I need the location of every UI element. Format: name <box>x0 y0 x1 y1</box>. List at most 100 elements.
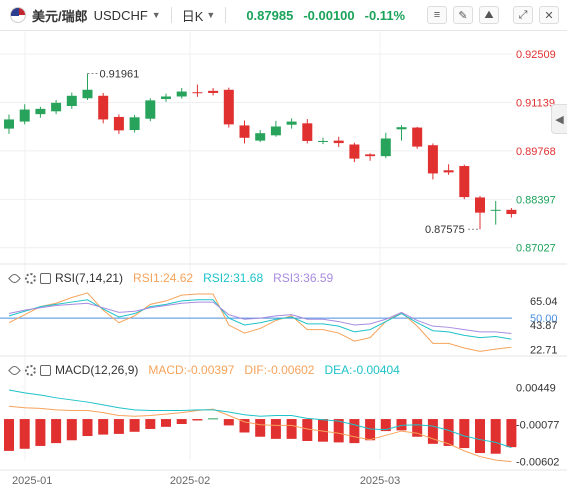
candle-body <box>286 121 297 125</box>
macd-bar <box>98 419 109 435</box>
settings-icon[interactable] <box>25 272 36 284</box>
macd-bar <box>35 419 46 446</box>
macd-bar <box>19 419 30 449</box>
toolbar: ≡ ✎ ⛰ ⤢ ✕ <box>427 6 559 24</box>
candle-body <box>161 96 171 99</box>
macd-tick-label: -0.00077 <box>516 419 559 431</box>
main-grid <box>0 30 512 460</box>
macd-bar <box>51 419 62 444</box>
last-price: 0.87985 <box>246 7 294 23</box>
macd-bar <box>208 418 219 420</box>
visibility-icon[interactable] <box>8 271 21 285</box>
crosshair-icon[interactable]: ⛰ <box>479 6 499 24</box>
price-change-pct: -0.11% <box>364 7 406 23</box>
indicator-settings-icon[interactable]: ≡ <box>427 6 447 24</box>
y-tick-label: 0.87027 <box>516 243 556 255</box>
macd-bar <box>443 419 454 446</box>
macd-bar <box>82 419 93 437</box>
rsi-tick-label: 22.71 <box>530 344 558 356</box>
candle-body <box>365 154 376 157</box>
chart-canvas[interactable]: 0.92509 0.91139 0.89768 0.88397 0.87027 0.91… <box>0 30 567 493</box>
low-annotation-label: 0.87575 <box>425 224 465 236</box>
candle-body <box>98 95 109 120</box>
x-tick-label: 2025-02 <box>170 475 210 487</box>
candle-body <box>66 95 77 107</box>
instrument-symbol[interactable]: USDCHF <box>93 7 148 23</box>
macd-bar <box>302 419 313 441</box>
candle-body <box>475 197 485 213</box>
candle-body <box>333 140 344 144</box>
rsi3-value: RSI3:36.59 <box>273 271 334 285</box>
annotations: 0.91961 0.87575 <box>87 69 480 236</box>
divider <box>170 7 172 23</box>
candle-body <box>35 108 46 115</box>
macd-bar <box>349 419 360 444</box>
macd-bar <box>333 419 344 443</box>
candle-body <box>255 133 266 141</box>
macd-bar <box>176 419 187 424</box>
candle-body <box>506 209 517 215</box>
macd-bar <box>192 419 203 421</box>
rsi-series-rsi2 <box>8 299 512 340</box>
high-annotation-label: 0.91961 <box>100 69 140 81</box>
macd-bar <box>506 419 517 448</box>
macd-value: MACD:-0.00397 <box>148 363 235 377</box>
rsi-tick-label: 50.00 <box>530 313 558 325</box>
main-y-axis: 0.92509 0.91139 0.89768 0.88397 0.87027 <box>516 49 556 255</box>
macd-bar <box>318 419 328 442</box>
macd-bar <box>161 419 171 427</box>
period-caret-icon[interactable]: ▼ <box>206 10 216 20</box>
visibility-icon[interactable] <box>8 363 21 377</box>
flag-icon <box>10 7 26 23</box>
macd-bar <box>255 419 266 437</box>
period-selector[interactable]: 日K <box>181 8 204 24</box>
candle-body <box>208 90 219 93</box>
candle-body <box>4 119 14 129</box>
candle-body <box>223 89 234 125</box>
candle-body <box>443 170 454 173</box>
candle-body <box>270 126 281 136</box>
macd-bar <box>270 419 281 439</box>
y-tick-label: 0.88397 <box>516 194 556 206</box>
indicator-box-icon[interactable] <box>40 364 51 376</box>
macd-bar <box>113 419 124 434</box>
macd-bar <box>129 419 140 432</box>
macd-bar <box>475 419 485 454</box>
rsi1-value: RSI1:24.62 <box>133 271 194 285</box>
rsi-tick-label: 43.87 <box>530 320 558 332</box>
macd-bar <box>459 419 470 449</box>
instrument-name[interactable]: 美元/瑞郎 <box>32 8 88 24</box>
rsi-series-rsi1 <box>8 292 512 352</box>
candle-body <box>176 91 187 97</box>
macd-bar <box>396 419 407 431</box>
fullscreen-icon[interactable]: ⤢ <box>513 6 533 24</box>
top-bar: 美元/瑞郎 USDCHF ▼ 日K ▼ 0.87985 -0.00100 -0.… <box>0 0 567 31</box>
candle-body <box>113 116 124 131</box>
rsi-series-rsi3 <box>8 301 512 335</box>
macd-bar <box>145 419 156 429</box>
dif-value: DIF:-0.00602 <box>244 363 315 377</box>
settings-icon[interactable] <box>25 364 36 376</box>
x-tick-label: 2025-01 <box>12 475 52 487</box>
rsi-name: RSI(7,14,21) <box>55 271 124 285</box>
candle-body <box>145 100 156 119</box>
candle-body <box>51 102 62 112</box>
divider <box>225 7 227 23</box>
rsi-tick-label: 65.04 <box>530 296 558 308</box>
dropdown-caret-icon[interactable]: ▼ <box>151 10 161 20</box>
macd-header: MACD(12,26,9) MACD:-0.00397 DIF:-0.00602… <box>8 363 400 377</box>
candle-body <box>192 92 203 94</box>
close-icon[interactable]: ✕ <box>539 6 559 24</box>
indicator-box-icon[interactable] <box>40 272 51 284</box>
macd-bar <box>380 419 391 432</box>
candle-body <box>82 89 93 99</box>
macd-bar <box>490 419 501 454</box>
draw-tool-icon[interactable]: ✎ <box>453 6 473 24</box>
macd-tick-label: 0.00449 <box>516 382 556 394</box>
candle-body <box>302 123 313 141</box>
collapse-arrow-icon[interactable]: ◀ <box>551 104 567 134</box>
macd-bar <box>239 419 250 433</box>
macd-bar <box>412 419 423 437</box>
macd-bar <box>223 419 234 426</box>
